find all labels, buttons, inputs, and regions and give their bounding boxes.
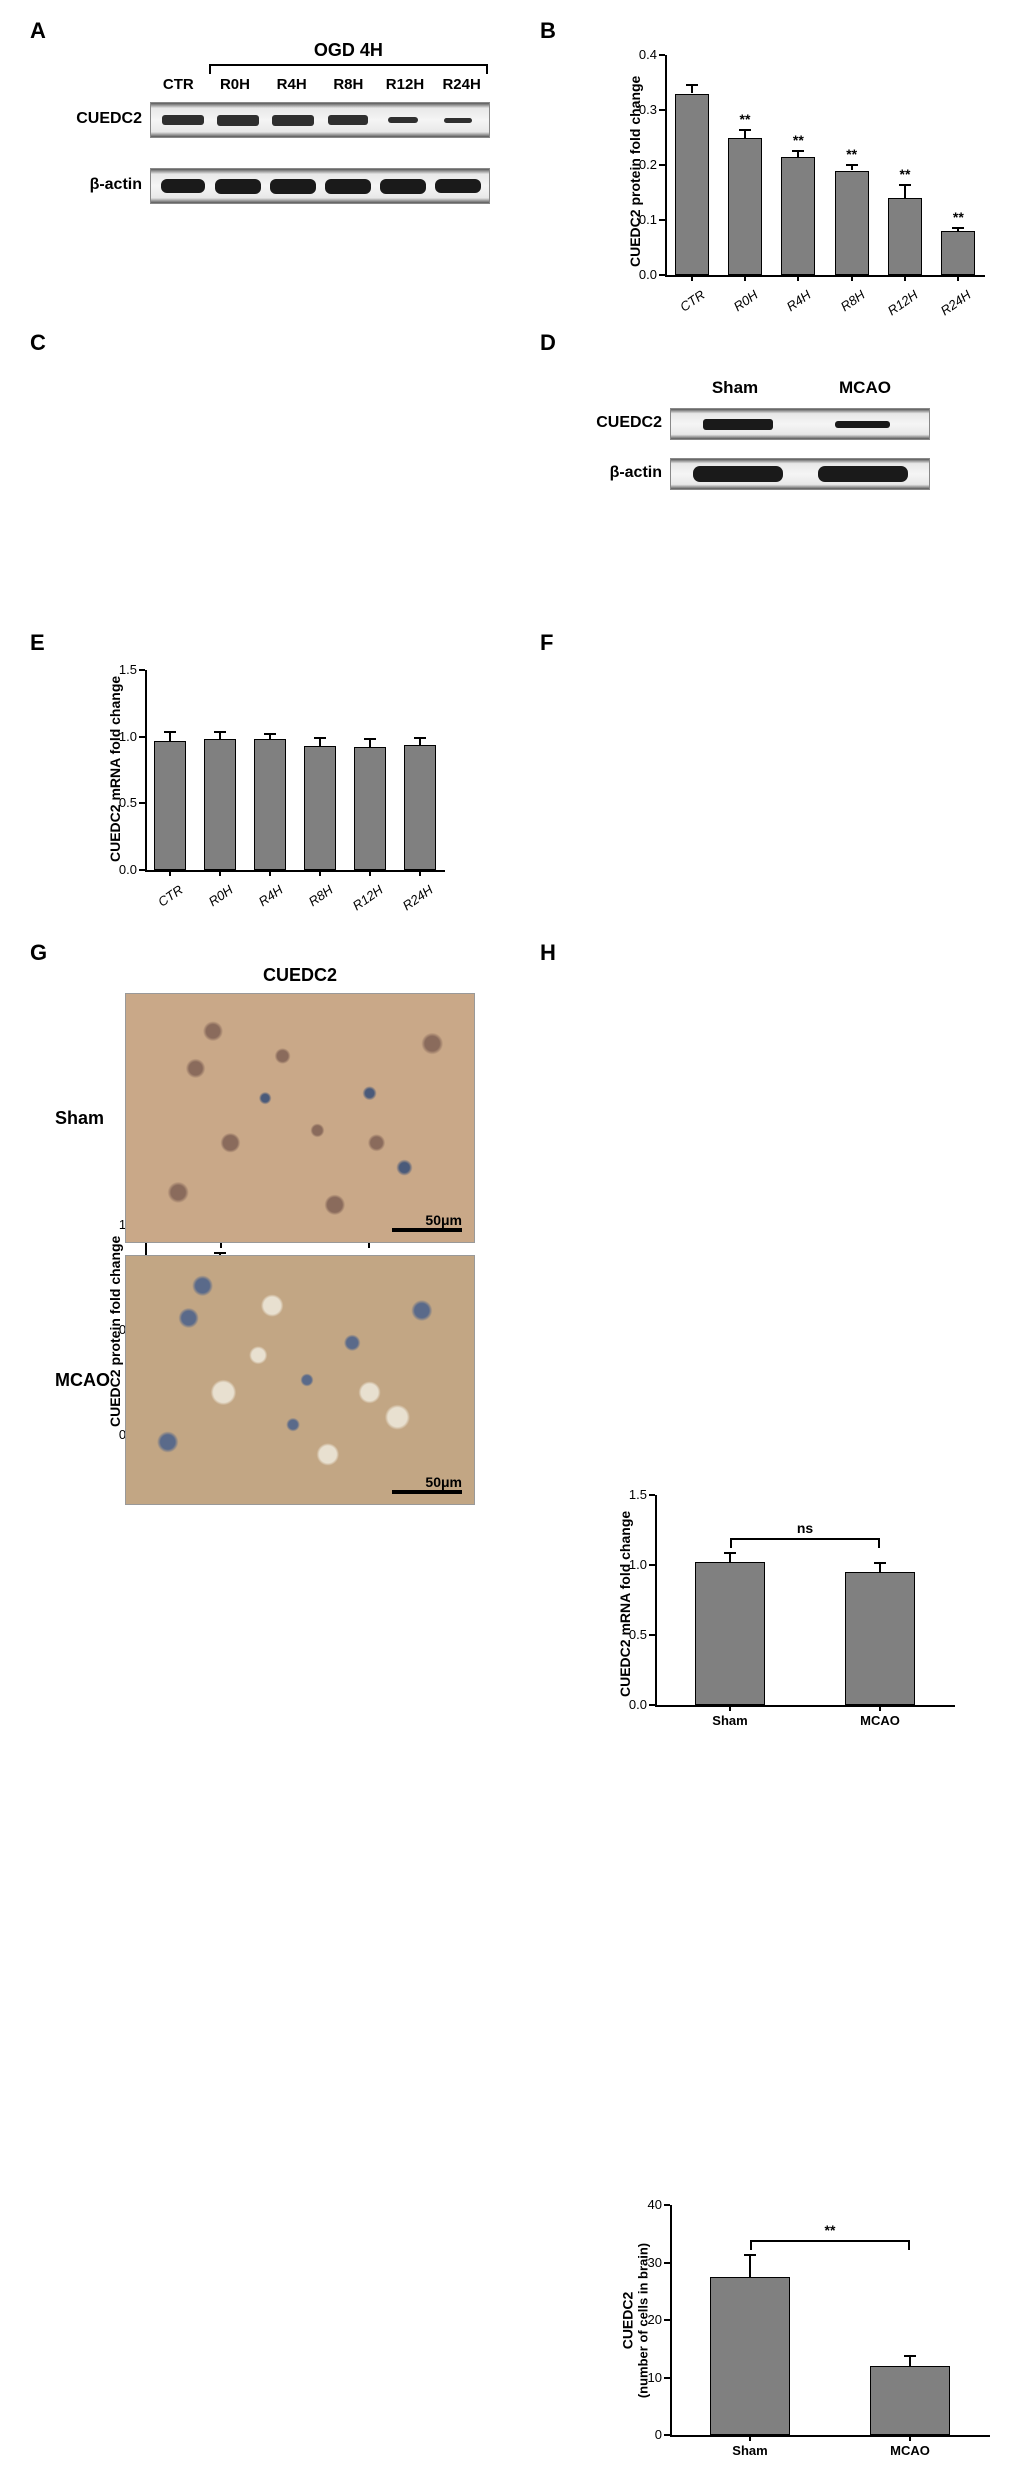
panel-label-a: A <box>30 18 46 44</box>
lane-label: Sham <box>670 378 800 398</box>
bar <box>304 746 336 870</box>
bar <box>870 2366 950 2435</box>
lane-label: R24H <box>433 76 490 93</box>
y-tick-label: 0.0 <box>607 1697 647 1712</box>
lane-label: R8H <box>320 76 377 93</box>
bar-chart-c: 0.00.51.01.5CTRR0HR4HR8HR12HR24HCUEDC2 m… <box>90 645 470 905</box>
histology-g: CUEDC2 50μm Sham 50μm MCAO <box>55 965 515 1515</box>
y-axis-title: CUEDC2 protein fold change <box>627 76 643 267</box>
bar <box>941 231 975 275</box>
significance-marker: ** <box>890 166 920 182</box>
panel-label-h: H <box>540 940 556 966</box>
y-tick-label: 1.5 <box>97 662 137 677</box>
x-tick-label: R4H <box>232 882 286 926</box>
x-tick-label: R24H <box>382 882 436 926</box>
panel-label-b: B <box>540 18 556 44</box>
bar-chart-h: 010203040ShamMCAOCUEDC2(number of cells … <box>600 2180 1000 2470</box>
blot-row-label: CUEDC2 <box>580 414 662 432</box>
significance-marker: ** <box>943 209 973 225</box>
group-label: OGD 4H <box>209 40 488 61</box>
y-axis-title: CUEDC2(number of cells in brain) <box>620 2211 651 2431</box>
histology-image-mcao: 50μm <box>125 1255 475 1505</box>
western-blot-a: OGD 4HCTRR0HR4HR8HR12HR24H CUEDC2 β-actin <box>60 40 500 290</box>
bar <box>781 157 815 275</box>
western-blot-d: ShamMCAO CUEDC2 β-actin <box>580 370 980 570</box>
significance-marker: ns <box>785 1520 825 1536</box>
bar <box>254 739 286 870</box>
y-tick-label: 1.5 <box>607 1487 647 1502</box>
bar <box>695 1562 765 1705</box>
lane-label: MCAO <box>800 378 930 398</box>
y-axis-title: CUEDC2 mRNA fold change <box>617 1511 633 1697</box>
bar-chart-b: 0.00.10.20.30.4CTRR0H**R4H**R8H**R12H**R… <box>610 30 990 320</box>
y-tick-label: 0.0 <box>617 267 657 282</box>
bar <box>845 1572 915 1705</box>
x-tick-label: CTR <box>654 287 708 331</box>
bar <box>204 739 236 870</box>
significance-marker: ** <box>783 132 813 148</box>
lane-label: R0H <box>207 76 264 93</box>
bar <box>835 171 869 276</box>
x-tick-label: R24H <box>920 287 974 331</box>
bar <box>710 2277 790 2435</box>
lane-label: CTR <box>150 76 207 93</box>
histology-image-sham: 50μm <box>125 993 475 1243</box>
panel-label-f: F <box>540 630 553 656</box>
bar <box>728 138 762 276</box>
x-tick-label: CTR <box>132 882 186 926</box>
significance-marker: ** <box>837 146 867 162</box>
bar <box>675 94 709 276</box>
x-tick-label: R0H <box>707 287 761 331</box>
x-tick-label: R8H <box>282 882 336 926</box>
blot-row-label: CUEDC2 <box>60 110 142 128</box>
scale-bar: 50μm <box>392 1212 462 1232</box>
lane-label: R4H <box>263 76 320 93</box>
x-tick-label: MCAO <box>870 2443 950 2458</box>
x-tick-label: R0H <box>182 882 236 926</box>
histology-side-label: MCAO <box>55 1370 110 1391</box>
x-tick-label: R12H <box>867 287 921 331</box>
significance-marker: ** <box>730 111 760 127</box>
x-tick-label: R8H <box>814 287 868 331</box>
histology-title: CUEDC2 <box>125 965 475 986</box>
bar <box>154 741 186 870</box>
bar-chart-f: 0.00.51.01.5ShamMCAOCUEDC2 mRNA fold cha… <box>600 1470 980 1740</box>
histology-side-label: Sham <box>55 1108 104 1129</box>
y-tick-label: 0.4 <box>617 47 657 62</box>
x-tick-label: MCAO <box>840 1713 920 1728</box>
bar <box>354 747 386 870</box>
bar <box>888 198 922 275</box>
panel-label-d: D <box>540 330 556 356</box>
y-tick-label: 0.0 <box>97 862 137 877</box>
panel-label-c: C <box>30 330 46 356</box>
y-axis-title: CUEDC2 mRNA fold change <box>107 676 123 862</box>
blot-row-label: β-actin <box>580 464 662 482</box>
bar <box>404 745 436 870</box>
x-tick-label: Sham <box>710 2443 790 2458</box>
scale-bar: 50μm <box>392 1474 462 1494</box>
x-tick-label: R12H <box>332 882 386 926</box>
x-tick-label: R4H <box>760 287 814 331</box>
panel-label-g: G <box>30 940 47 966</box>
x-tick-label: Sham <box>690 1713 770 1728</box>
blot-row-label: β-actin <box>60 176 142 194</box>
panel-label-e: E <box>30 630 45 656</box>
significance-marker: ** <box>810 2222 850 2238</box>
lane-label: R12H <box>377 76 434 93</box>
